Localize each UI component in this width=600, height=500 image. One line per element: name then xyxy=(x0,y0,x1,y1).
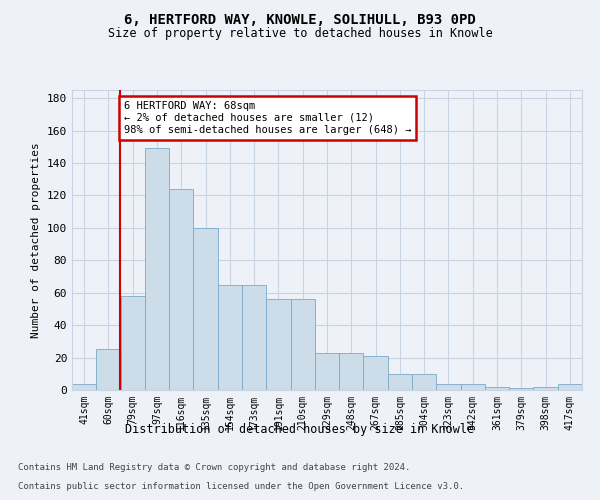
Bar xyxy=(436,384,461,390)
Bar xyxy=(412,374,436,390)
Bar xyxy=(193,228,218,390)
Text: 6, HERTFORD WAY, KNOWLE, SOLIHULL, B93 0PD: 6, HERTFORD WAY, KNOWLE, SOLIHULL, B93 0… xyxy=(124,12,476,26)
Bar xyxy=(169,189,193,390)
Bar xyxy=(339,352,364,390)
Bar xyxy=(266,299,290,390)
Text: 6 HERTFORD WAY: 68sqm
← 2% of detached houses are smaller (12)
98% of semi-detac: 6 HERTFORD WAY: 68sqm ← 2% of detached h… xyxy=(124,102,411,134)
Bar xyxy=(388,374,412,390)
Bar xyxy=(509,388,533,390)
Bar xyxy=(290,299,315,390)
Bar xyxy=(242,284,266,390)
Text: Distribution of detached houses by size in Knowle: Distribution of detached houses by size … xyxy=(125,422,475,436)
Bar xyxy=(558,384,582,390)
Bar xyxy=(96,350,121,390)
Text: Contains HM Land Registry data © Crown copyright and database right 2024.: Contains HM Land Registry data © Crown c… xyxy=(18,464,410,472)
Y-axis label: Number of detached properties: Number of detached properties xyxy=(31,142,41,338)
Bar xyxy=(533,387,558,390)
Bar xyxy=(461,384,485,390)
Text: Size of property relative to detached houses in Knowle: Size of property relative to detached ho… xyxy=(107,28,493,40)
Bar xyxy=(364,356,388,390)
Bar xyxy=(485,387,509,390)
Bar xyxy=(145,148,169,390)
Bar xyxy=(315,352,339,390)
Bar xyxy=(121,296,145,390)
Text: Contains public sector information licensed under the Open Government Licence v3: Contains public sector information licen… xyxy=(18,482,464,491)
Bar xyxy=(218,284,242,390)
Bar xyxy=(72,384,96,390)
